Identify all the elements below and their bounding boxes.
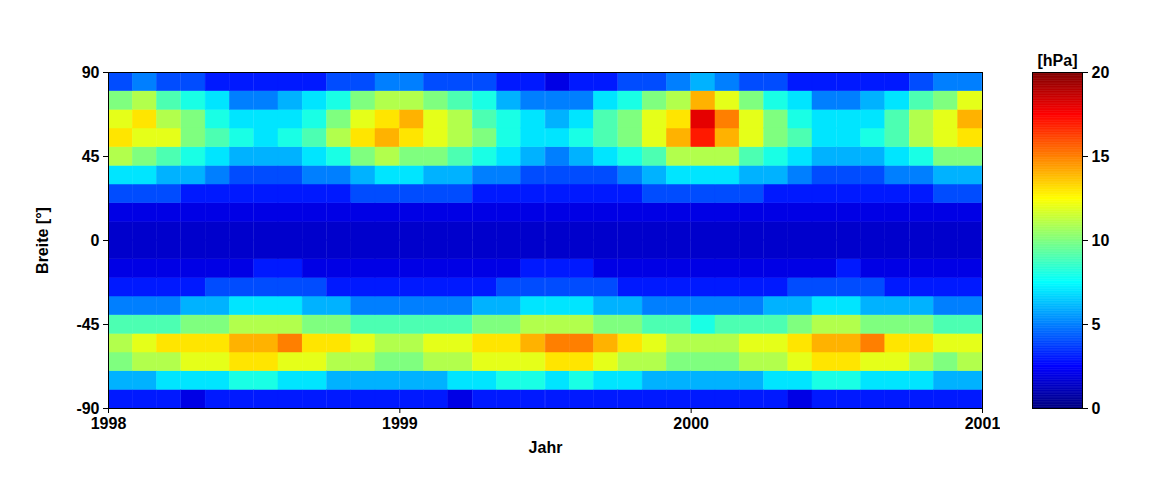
svg-text:1999: 1999	[382, 415, 418, 432]
svg-text:5: 5	[1092, 316, 1101, 333]
svg-text:15: 15	[1092, 148, 1110, 165]
svg-text:2000: 2000	[673, 415, 709, 432]
svg-text:10: 10	[1092, 232, 1110, 249]
svg-text:0: 0	[91, 232, 100, 249]
svg-text:0: 0	[1092, 400, 1101, 417]
svg-text:Jahr: Jahr	[529, 439, 563, 456]
svg-text:-90: -90	[76, 399, 100, 417]
svg-text:2001: 2001	[965, 415, 1001, 432]
svg-text:20: 20	[1092, 64, 1110, 81]
svg-text:45: 45	[82, 148, 100, 165]
svg-text:90: 90	[82, 64, 100, 81]
svg-text:Breite [°]: Breite [°]	[34, 207, 51, 274]
svg-text:-45: -45	[76, 316, 99, 333]
svg-text:[hPa]: [hPa]	[1038, 52, 1078, 69]
svg-text:1998: 1998	[91, 415, 127, 432]
